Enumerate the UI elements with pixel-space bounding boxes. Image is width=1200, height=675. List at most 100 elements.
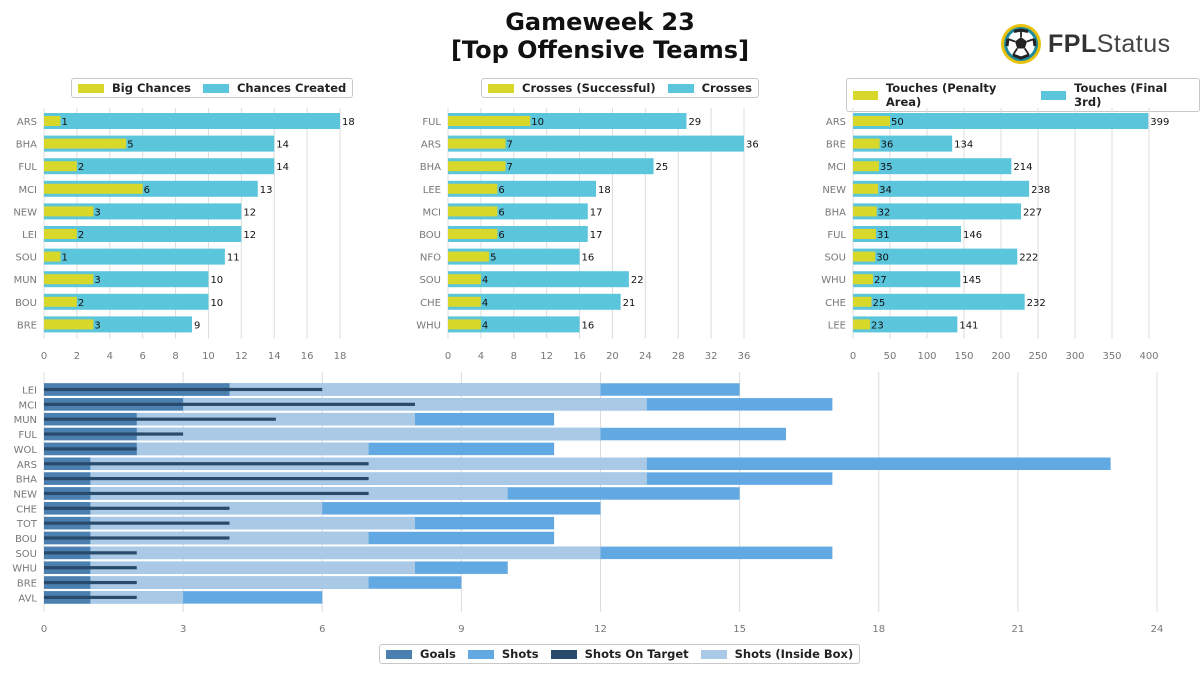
y-tick-label: BOU bbox=[419, 230, 441, 241]
legend-label: Shots On Target bbox=[584, 647, 689, 661]
legend-swatch bbox=[78, 83, 104, 93]
data-label-outer: 10 bbox=[210, 275, 223, 286]
legend-swatch bbox=[467, 649, 494, 659]
bar-shots-inside-box bbox=[44, 546, 601, 560]
y-tick-label: ARS bbox=[17, 117, 37, 128]
x-tick-label: 24 bbox=[1151, 624, 1164, 635]
data-label-inner: 35 bbox=[880, 162, 893, 173]
data-label-inner: 4 bbox=[482, 298, 488, 309]
x-tick-label: 18 bbox=[872, 624, 885, 635]
x-tick-label: 0 bbox=[41, 624, 47, 635]
bar-inner bbox=[853, 251, 876, 262]
data-label-outer: 13 bbox=[260, 185, 273, 196]
bar-outer bbox=[853, 113, 1149, 129]
y-tick-label: WHU bbox=[821, 275, 846, 286]
data-label-inner: 10 bbox=[531, 117, 544, 128]
x-tick-label: 12 bbox=[594, 624, 607, 635]
x-tick-label: 24 bbox=[639, 351, 652, 362]
x-tick-label: 16 bbox=[573, 351, 586, 362]
legend-item-shots-on-target: Shots On Target bbox=[550, 647, 689, 661]
bar-outer bbox=[853, 316, 958, 333]
y-tick-label: BHA bbox=[825, 207, 846, 218]
y-tick-label: SOU bbox=[824, 253, 846, 264]
data-label-inner: 1 bbox=[61, 117, 67, 128]
x-tick-label: 400 bbox=[1139, 351, 1158, 362]
x-tick-label: 14 bbox=[268, 351, 281, 362]
bar-shots-on-target bbox=[44, 432, 184, 436]
bar-inner bbox=[44, 251, 61, 262]
data-label-inner: 32 bbox=[878, 207, 891, 218]
bar-inner bbox=[448, 251, 490, 262]
bar-outer bbox=[853, 158, 1012, 175]
data-label-inner: 1 bbox=[61, 253, 67, 264]
legend-item-shots: Shots bbox=[467, 647, 539, 661]
data-label-outer: 18 bbox=[598, 185, 611, 196]
data-label-inner: 50 bbox=[891, 117, 904, 128]
x-tick-label: 350 bbox=[1102, 351, 1121, 362]
x-tick-label: 200 bbox=[991, 351, 1010, 362]
bar-shots-inside-box bbox=[44, 427, 601, 441]
y-tick-label: BRE bbox=[17, 320, 37, 331]
data-label-outer: 36 bbox=[746, 140, 759, 151]
y-tick-label: FUL bbox=[18, 162, 37, 173]
y-tick-label: MCI bbox=[18, 185, 37, 196]
bar-outer bbox=[853, 180, 1030, 197]
y-tick-label: BHA bbox=[16, 475, 37, 486]
bar-inner bbox=[44, 274, 94, 285]
football-icon bbox=[1001, 24, 1041, 64]
data-label-outer: 17 bbox=[590, 230, 603, 241]
bar-outer bbox=[853, 248, 1018, 265]
x-tick-label: 6 bbox=[319, 624, 325, 635]
bar-inner bbox=[44, 296, 77, 307]
data-label-outer: 16 bbox=[582, 320, 595, 331]
data-label-outer: 146 bbox=[963, 230, 982, 241]
data-label-outer: 222 bbox=[1019, 253, 1038, 264]
data-label-inner: 5 bbox=[127, 140, 133, 151]
bar-inner bbox=[448, 183, 498, 194]
data-label-outer: 14 bbox=[276, 162, 289, 173]
bar-inner bbox=[448, 296, 481, 307]
y-tick-label: SOU bbox=[15, 253, 37, 264]
data-label-outer: 10 bbox=[210, 298, 223, 309]
y-tick-label: NEW bbox=[822, 185, 846, 196]
y-tick-label: LEE bbox=[423, 185, 441, 196]
y-tick-label: FUL bbox=[18, 430, 37, 441]
data-label-inner: 34 bbox=[879, 185, 892, 196]
legend-swatch bbox=[853, 90, 878, 100]
bar-outer bbox=[448, 135, 744, 152]
x-tick-label: 100 bbox=[917, 351, 936, 362]
data-label-inner: 31 bbox=[877, 230, 890, 241]
legend-item-goals: Goals bbox=[386, 647, 456, 661]
legend-swatch bbox=[700, 649, 727, 659]
y-tick-label: FUL bbox=[827, 230, 846, 241]
bar-outer bbox=[448, 293, 621, 310]
data-label-inner: 23 bbox=[871, 320, 884, 331]
legend-swatch bbox=[488, 83, 514, 93]
data-label-outer: 134 bbox=[954, 140, 973, 151]
data-label-outer: 232 bbox=[1027, 298, 1046, 309]
legend-label: Touches (Penalty Area) bbox=[885, 81, 997, 109]
y-tick-label: NEW bbox=[13, 489, 37, 500]
legend-shots: Goals Shots Shots On Target Shots (Insid… bbox=[379, 644, 861, 664]
data-label-outer: 18 bbox=[342, 117, 355, 128]
data-label-outer: 238 bbox=[1031, 185, 1050, 196]
fplstatus-logo: FPLStatus bbox=[1000, 22, 1171, 66]
bar-inner bbox=[44, 206, 94, 217]
y-tick-label: NFO bbox=[420, 253, 441, 264]
x-tick-label: 50 bbox=[884, 351, 897, 362]
bar-inner bbox=[448, 116, 531, 126]
data-label-inner: 36 bbox=[881, 140, 894, 151]
title-line-1: Gameweek 23 bbox=[505, 8, 695, 36]
bar-shots-on-target bbox=[44, 462, 369, 466]
bar-shots-on-target bbox=[44, 477, 369, 481]
y-tick-label: MCI bbox=[422, 207, 441, 218]
bar-inner bbox=[44, 183, 143, 194]
x-tick-label: 15 bbox=[733, 624, 746, 635]
legend-chances: Big Chances Chances Created bbox=[71, 78, 354, 98]
bar-shots-on-target bbox=[44, 387, 323, 392]
data-label-outer: 145 bbox=[962, 275, 981, 286]
x-tick-label: 9 bbox=[458, 624, 464, 635]
data-label-outer: 21 bbox=[623, 298, 636, 309]
data-label-inner: 2 bbox=[78, 298, 84, 309]
legend-label: Big Chances bbox=[112, 81, 191, 95]
